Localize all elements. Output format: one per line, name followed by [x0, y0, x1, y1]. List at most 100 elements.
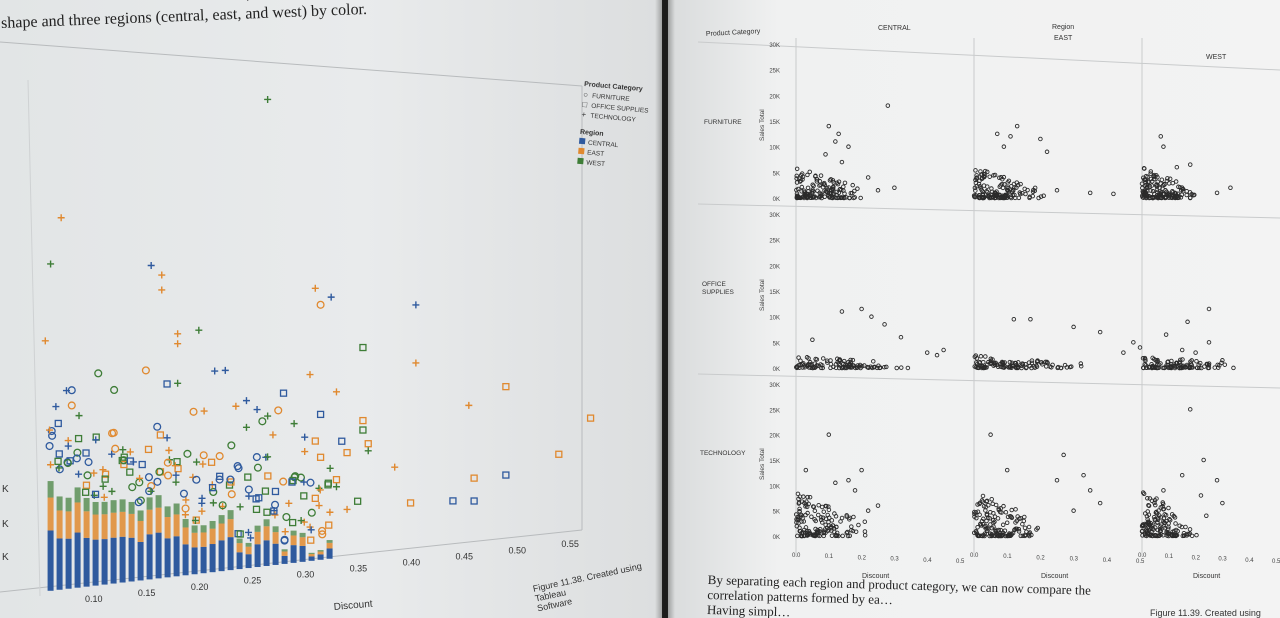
x-tick-label: 0.3: [890, 557, 899, 563]
cluster-point: [805, 362, 811, 367]
cluster-point: [980, 493, 986, 499]
cluster-point: [801, 363, 807, 368]
scatter-point-east: [465, 401, 473, 409]
scatter-point-east: [364, 440, 372, 448]
outlier-point: [1054, 478, 1060, 483]
scatter-point-east: [502, 382, 510, 391]
cluster-point: [862, 533, 868, 538]
dense-column-west: [83, 497, 90, 512]
cluster-point: [209, 487, 218, 497]
outlier-point: [826, 123, 832, 129]
scatter-point-east: [406, 499, 415, 507]
scatter-point-east: [174, 340, 182, 348]
cluster-point: [288, 478, 296, 486]
outlier-point: [1198, 493, 1204, 498]
cluster-point: [181, 511, 189, 519]
cluster-point: [983, 523, 988, 529]
scatter-point-east: [301, 448, 309, 456]
x-tick-label: 0.35: [350, 564, 368, 574]
outlier-point: [875, 503, 881, 508]
cluster-point: [136, 496, 145, 505]
cluster-point: [849, 524, 854, 529]
outlier-point: [882, 322, 887, 327]
cluster-point: [1001, 503, 1006, 509]
cluster-point: [46, 426, 54, 434]
cluster-point: [830, 178, 836, 183]
cluster-point: [1161, 519, 1166, 524]
cluster-point: [306, 478, 315, 487]
dense-column-central: [83, 537, 90, 587]
row-label-office-supplies-1: OFFICE: [702, 281, 726, 288]
cluster-point: [245, 492, 253, 500]
outlier-point: [892, 185, 897, 190]
cluster-point: [55, 450, 63, 458]
cluster-point: [1145, 193, 1150, 199]
cluster-point: [1018, 181, 1023, 187]
cluster-point: [247, 534, 255, 542]
cluster-point: [1155, 194, 1160, 200]
cluster-point: [183, 449, 192, 458]
outlier-point: [1206, 340, 1212, 345]
cluster-point: [979, 518, 985, 524]
cluster-point: [1004, 520, 1010, 525]
cluster-point: [172, 478, 180, 486]
cluster-point: [281, 528, 289, 536]
cluster-point: [807, 494, 813, 500]
cluster-point: [801, 188, 807, 194]
scatter-point-west: [264, 412, 272, 420]
cluster-point: [1180, 357, 1185, 362]
cluster-point: [998, 364, 1003, 369]
cluster-point: [816, 194, 822, 200]
cluster-point: [820, 363, 825, 368]
cluster-point: [1194, 358, 1199, 364]
cluster-point: [108, 450, 116, 458]
x-tick-label: 0.10: [85, 594, 103, 604]
scatter-point-east: [67, 401, 76, 410]
dense-column-west: [128, 501, 135, 514]
cluster-point: [244, 528, 252, 536]
scatter-point-central: [279, 389, 288, 397]
cluster-point: [1029, 360, 1035, 366]
cluster-point: [270, 507, 278, 515]
cluster-point: [799, 519, 804, 524]
cluster-point: [852, 188, 857, 194]
cluster-point: [1164, 189, 1169, 195]
cluster-point: [1152, 502, 1158, 508]
cluster-point: [994, 191, 999, 197]
scatter-point-west: [174, 379, 182, 387]
dense-column-central: [47, 530, 54, 591]
cluster-point: [816, 502, 821, 508]
scatter-point-east: [586, 414, 595, 422]
cluster-point: [226, 475, 235, 484]
dense-column-east: [182, 527, 189, 545]
cluster-point: [979, 194, 985, 200]
cluster-point: [181, 504, 190, 513]
dense-column-west: [74, 487, 81, 503]
cluster-point: [813, 174, 818, 179]
cluster-point: [179, 489, 188, 498]
cluster-point: [153, 477, 162, 486]
facet-grid-lines: [697, 38, 1280, 556]
cluster-point: [987, 174, 992, 179]
plus-legend-icon: +: [581, 110, 587, 119]
scatter-point-east: [269, 431, 277, 439]
cluster-point: [800, 177, 805, 182]
cluster-point: [1190, 365, 1195, 370]
legend-color-east: EAST: [587, 150, 605, 158]
cluster-point: [876, 363, 881, 368]
cluster-point: [853, 365, 858, 371]
scatter-point-east: [555, 450, 563, 458]
dense-column-central: [101, 539, 108, 585]
cluster-point: [828, 361, 834, 367]
cluster-point: [809, 514, 814, 519]
y-tick-label: 0K: [773, 367, 780, 373]
cluster-point: [994, 531, 999, 537]
x-tick-label: 0.5: [1272, 559, 1280, 565]
scatter-point-east: [412, 359, 420, 367]
cluster-point: [1027, 533, 1032, 539]
cluster-point: [844, 514, 849, 519]
cluster-point: [802, 500, 807, 506]
outlier-point: [1228, 185, 1233, 190]
dense-column-west: [209, 520, 216, 529]
cluster-point: [1010, 188, 1016, 193]
